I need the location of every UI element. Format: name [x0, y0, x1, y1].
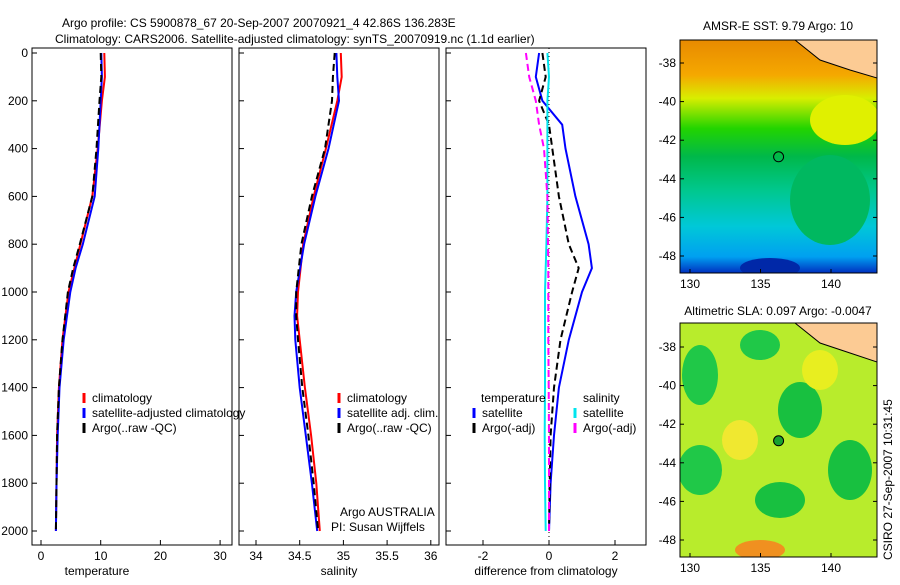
x-tick-label: 34	[249, 549, 263, 563]
x-label-salinity: salinity	[321, 564, 358, 578]
x-tick-label: 36	[424, 549, 438, 563]
y-tick-label: 400	[8, 142, 28, 156]
x-tick-label: 34.5	[288, 549, 312, 563]
temperature-panel: 0 10 20 30 0 200 400 600 800 1000 1200 1400 1600 1800…	[1, 46, 233, 563]
map-x-tick-label: 130	[680, 561, 700, 575]
argo-location-marker	[773, 435, 785, 447]
x-label-temperature: temperature	[65, 564, 130, 578]
map-y-tick-label: -40	[659, 95, 677, 109]
series-line-argo-adj-	[524, 52, 550, 531]
series-line-satellite	[534, 52, 593, 532]
series-line-climatology	[296, 52, 343, 532]
map-y-tick-label: -38	[659, 56, 677, 70]
legend-header-temperature: temperature	[481, 391, 546, 405]
map-x-tick-label: 140	[821, 561, 841, 575]
map-y-tick-label: -44	[659, 172, 677, 186]
x-tick-label: -2	[478, 549, 489, 563]
y-tick-label: 800	[8, 237, 28, 251]
x-tick-label: 2	[612, 549, 619, 563]
map-y-tick-label: -46	[659, 210, 677, 224]
y-tick-label: 0	[21, 46, 28, 60]
y-tick-label: 1400	[1, 381, 28, 395]
legend-label: climatology	[92, 391, 152, 405]
legend-label: Argo(-adj)	[583, 421, 636, 435]
legend-label: Argo(..raw -QC)	[347, 421, 432, 435]
credit-line1: Argo AUSTRALIA	[340, 505, 435, 519]
y-tick-label: 1200	[1, 333, 28, 347]
map-y-tick-label: -44	[659, 456, 677, 470]
side-timestamp: CSIRO 27-Sep-2007 10:31:45	[881, 399, 895, 560]
y-tick-label: 1600	[1, 428, 28, 442]
legend-label: Argo(-adj)	[482, 421, 535, 435]
x-tick-label: 35	[337, 549, 351, 563]
map-y-tick-label: -42	[659, 417, 677, 431]
map-y-tick-label: -48	[659, 533, 677, 547]
credit-line2: PI: Susan Wijffels	[331, 520, 425, 534]
sla-map-title: Altimetric SLA: 0.097 Argo: -0.0047	[684, 304, 872, 318]
argo-location-marker	[773, 151, 785, 163]
legend-label: satellite	[583, 406, 624, 420]
series-line-argo-raw-qc-	[54, 52, 103, 532]
map-x-tick-label: 135	[750, 277, 770, 291]
x-tick-label: 30	[213, 549, 227, 563]
y-tick-label: 200	[8, 94, 28, 108]
sst-map-title: AMSR-E SST: 9.79 Argo: 10	[703, 19, 853, 33]
sst-map	[680, 40, 877, 273]
x-tick-label: 0	[546, 549, 553, 563]
x-tick-label: 35.5	[375, 549, 399, 563]
series-line-argo-raw-qc-	[295, 52, 336, 532]
map-y-tick-label: -42	[659, 133, 677, 147]
difference-panel: -2 0 2	[445, 47, 647, 563]
salinity-panel: 34 34.5 35 35.5 36	[238, 47, 440, 563]
map-y-tick-label: -38	[659, 340, 677, 354]
map-y-tick-label: -48	[659, 249, 677, 263]
legend-label: climatology	[347, 391, 407, 405]
series-line-satellite-adjusted-climatology	[54, 52, 103, 532]
series-line-satellite	[543, 52, 551, 532]
title-line2: Climatology: CARS2006. Satellite-adjuste…	[55, 32, 535, 46]
map-x-tick-label: 140	[821, 277, 841, 291]
title-line1: Argo profile: CS 5900878_67 20-Sep-2007 …	[62, 16, 456, 30]
map-x-tick-label: 135	[750, 561, 770, 575]
legend-label: satellite-adjusted climatology	[92, 406, 245, 420]
map-y-tick-label: -40	[659, 379, 677, 393]
y-tick-label: 2000	[1, 524, 28, 538]
x-tick-label: 0	[38, 549, 45, 563]
legend-header-salinity: salinity	[583, 391, 620, 405]
x-tick-label: 20	[154, 549, 168, 563]
map-x-tick-label: 130	[680, 277, 700, 291]
y-tick-label: 600	[8, 189, 28, 203]
legend-label: satellite adj. clim.	[347, 406, 438, 420]
x-tick-label: 10	[94, 549, 108, 563]
x-label-difference: difference from climatology	[474, 564, 617, 578]
legend-label: Argo(..raw -QC)	[92, 421, 177, 435]
map-y-tick-label: -46	[659, 494, 677, 508]
y-tick-label: 1800	[1, 476, 28, 490]
y-tick-label: 1000	[1, 285, 28, 299]
legend-label: satellite	[482, 406, 523, 420]
